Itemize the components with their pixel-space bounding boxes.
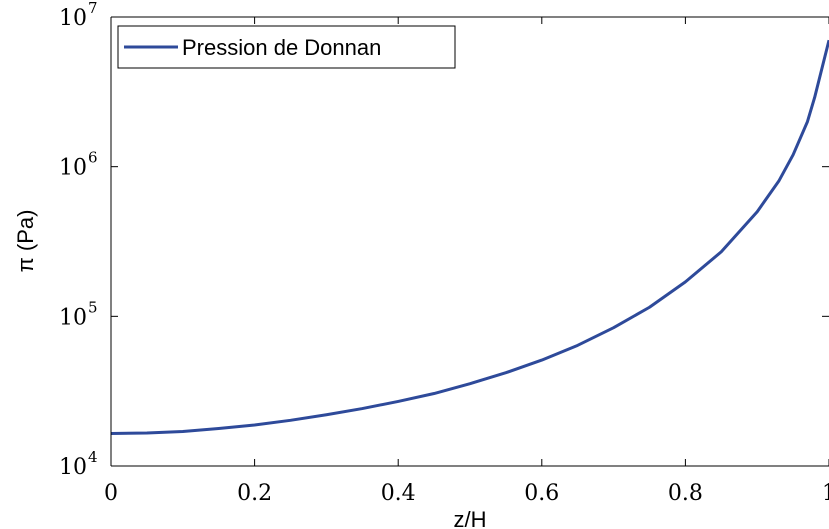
series-line [110, 39, 829, 435]
y-tick-exponent: 5 [88, 298, 98, 316]
y-tick-exponent: 4 [88, 448, 98, 466]
y-tick-label: 10 [59, 455, 87, 480]
y-tick-label: 10 [59, 156, 87, 181]
x-tick-layer: 0 0.2 0.4 0.6 0.8 1 [104, 17, 829, 506]
series-layer [110, 39, 829, 435]
x-tick-label: 0 [104, 481, 118, 506]
x-tick-label: 0.2 [237, 481, 272, 506]
plot-area [111, 17, 829, 466]
legend-label: Pression de Donnan [182, 35, 381, 60]
y-tick-label: 10 [59, 6, 87, 31]
x-tick-label: 0.8 [668, 481, 703, 506]
x-axis-label: z/H [454, 507, 487, 529]
y-tick-exponent: 6 [88, 149, 98, 167]
axes-layer [110, 16, 829, 467]
x-tick-label: 1 [822, 481, 829, 506]
x-tick-label: 0.4 [381, 481, 416, 506]
y-tick-exponent: 7 [88, 0, 98, 17]
legend: Pression de Donnan [117, 25, 456, 69]
y-tick-label: 10 [59, 305, 87, 330]
y-axis-label: π (Pa) [13, 210, 38, 273]
x-tick-label: 0.6 [524, 481, 559, 506]
